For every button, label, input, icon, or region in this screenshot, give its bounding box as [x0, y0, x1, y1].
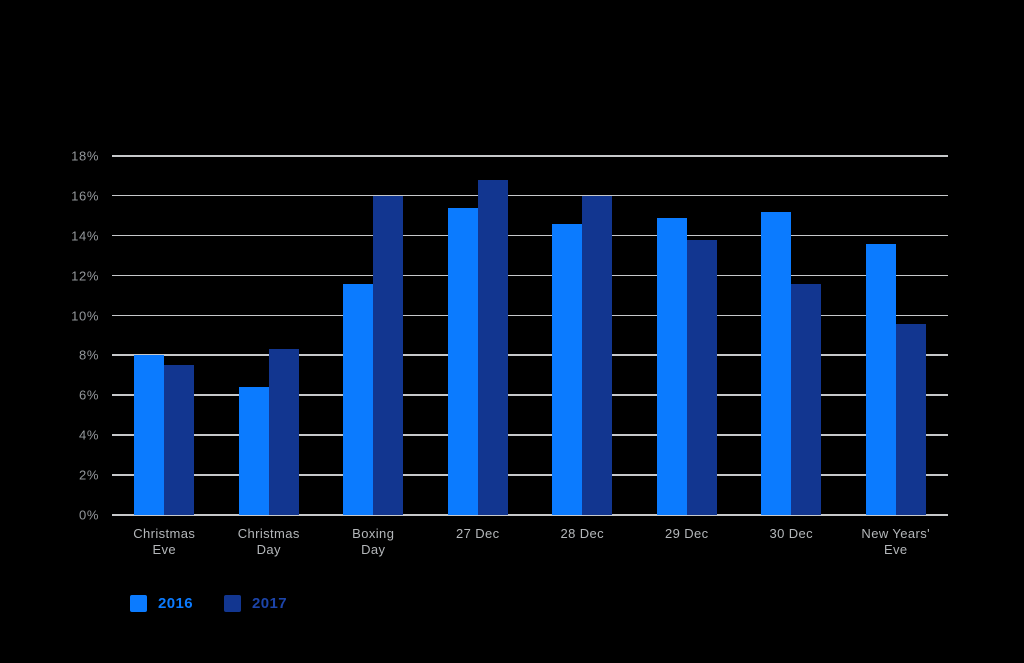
gridline-16 — [112, 194, 948, 197]
legend-item-2017[interactable]: 2017 — [223, 595, 287, 612]
y-tick-label-12: 12% — [71, 268, 99, 284]
y-axis: 0% 2% 4% 6% 8% 10% 12% 14% 16% 18% — [0, 149, 99, 523]
bar-group-7 — [844, 156, 949, 515]
gridlines — [112, 155, 948, 516]
y-tick-label-8: 8% — [79, 347, 99, 363]
bar-group-2 — [321, 156, 426, 515]
bar-2016-christmas-eve[interactable] — [134, 355, 165, 515]
bar-group-3 — [426, 156, 531, 515]
bar-2017-christmas-day[interactable] — [268, 349, 299, 515]
bar-2017-christmas-eve[interactable] — [164, 365, 195, 515]
gridline-18 — [112, 155, 948, 157]
bar-2017-new-years-eve[interactable] — [895, 323, 926, 515]
gridline-12 — [112, 274, 948, 277]
bar-group-4 — [530, 156, 635, 515]
legend-swatch-2017 — [223, 595, 241, 612]
y-tick-label-4: 4% — [79, 427, 99, 443]
y-tick-label-0: 0% — [79, 507, 99, 523]
bar-2017-28-dec[interactable] — [582, 195, 613, 515]
bar-2016-christmas-day[interactable] — [238, 387, 269, 515]
bar-2016-30-dec[interactable] — [761, 211, 792, 515]
legend-item-2016[interactable]: 2016 — [130, 595, 193, 612]
x-tick-label-2: Boxing Day — [352, 526, 395, 557]
bar-2017-27-dec[interactable] — [477, 179, 508, 515]
bars-container — [112, 156, 948, 515]
gridline-4 — [112, 434, 948, 436]
y-tick-label-2: 2% — [79, 467, 99, 483]
bar-2017-29-dec[interactable] — [686, 239, 717, 515]
bar-2016-29-dec[interactable] — [656, 217, 687, 515]
y-tick-label-10: 10% — [71, 308, 99, 324]
x-tick-label-6: 30 Dec — [769, 526, 814, 541]
plot-area — [112, 155, 948, 516]
y-tick-label-14: 14% — [71, 228, 99, 244]
bar-2017-30-dec[interactable] — [791, 283, 822, 515]
legend-label-2016: 2016 — [158, 595, 193, 612]
bar-group-5 — [635, 156, 740, 515]
gridline-2 — [112, 474, 948, 476]
gridline-14 — [112, 234, 948, 237]
legend: 2016 2017 — [130, 595, 287, 612]
gridline-6 — [112, 394, 948, 396]
bar-2017-boxing-day[interactable] — [373, 195, 404, 515]
bar-group-6 — [739, 156, 844, 515]
x-axis: Christmas Eve Christmas Day Boxing Day 27 D… — [112, 526, 948, 558]
x-tick-label-5: 29 Dec — [664, 526, 709, 541]
y-tick-label-18: 18% — [71, 148, 99, 164]
y-tick-label-16: 16% — [71, 188, 99, 204]
gridline-10 — [112, 314, 948, 317]
x-tick-label-7: New Years' Eve — [861, 526, 931, 557]
bar-2016-28-dec[interactable] — [552, 223, 583, 515]
legend-swatch-2016 — [130, 595, 147, 612]
x-tick-label-3: 27 Dec — [455, 526, 500, 541]
x-tick-label-0: Christmas Eve — [133, 526, 196, 557]
gridline-0 — [112, 514, 948, 516]
x-tick-label-1: Christmas Day — [237, 526, 300, 557]
bar-2016-27-dec[interactable] — [447, 207, 478, 515]
bar-group-1 — [217, 156, 322, 515]
legend-label-2017: 2017 — [251, 595, 287, 612]
gridline-8 — [112, 354, 948, 356]
bar-2016-new-years-eve[interactable] — [865, 243, 896, 515]
bar-2016-boxing-day[interactable] — [343, 283, 374, 515]
bar-group-0 — [112, 156, 217, 515]
x-tick-label-4: 28 Dec — [560, 526, 605, 541]
y-tick-label-6: 6% — [79, 387, 99, 403]
